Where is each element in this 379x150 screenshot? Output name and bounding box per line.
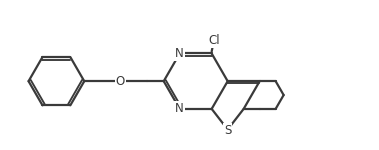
Text: S: S xyxy=(224,124,231,137)
Text: Cl: Cl xyxy=(208,34,219,47)
Text: N: N xyxy=(175,102,184,115)
Text: N: N xyxy=(175,47,184,60)
Text: O: O xyxy=(116,75,125,88)
